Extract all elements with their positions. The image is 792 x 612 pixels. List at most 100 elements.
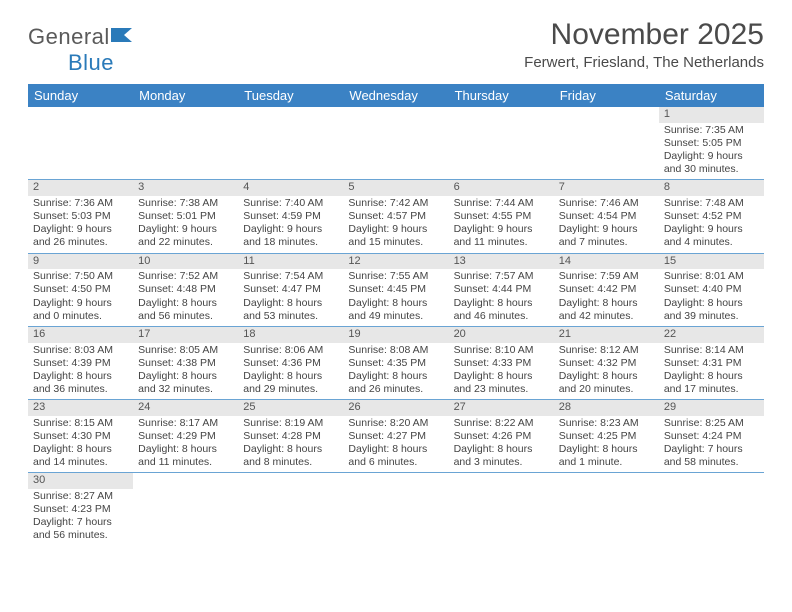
day-detail-cell: Sunrise: 8:03 AMSunset: 4:39 PMDaylight:… [28,343,133,400]
daylight-text: Daylight: 8 hours and 8 minutes. [243,443,338,469]
sunset-text: Sunset: 4:24 PM [664,430,759,443]
day-number-cell: 17 [133,326,238,342]
daylight-text: Daylight: 8 hours and 53 minutes. [243,297,338,323]
sunset-text: Sunset: 4:36 PM [243,357,338,370]
day-detail-cell: Sunrise: 8:05 AMSunset: 4:38 PMDaylight:… [133,343,238,400]
day-number-cell: 1 [659,107,764,123]
flag-icon [110,24,136,50]
day-detail-cell: Sunrise: 8:06 AMSunset: 4:36 PMDaylight:… [238,343,343,400]
daylight-text: Daylight: 9 hours and 0 minutes. [33,297,128,323]
calendar-page: GeneralBlue November 2025 Ferwert, Fries… [0,0,792,546]
day-number-cell: 4 [238,180,343,196]
sunset-text: Sunset: 4:55 PM [454,210,549,223]
daylight-text: Daylight: 8 hours and 39 minutes. [664,297,759,323]
daynum-row: 16171819202122 [28,326,764,342]
day-detail-cell: Sunrise: 7:54 AMSunset: 4:47 PMDaylight:… [238,269,343,326]
daylight-text: Daylight: 8 hours and 46 minutes. [454,297,549,323]
sunrise-text: Sunrise: 8:14 AM [664,344,759,357]
sunset-text: Sunset: 4:50 PM [33,283,128,296]
sunset-text: Sunset: 4:29 PM [138,430,233,443]
day-number-cell: 19 [343,326,448,342]
sunset-text: Sunset: 4:42 PM [559,283,654,296]
sunset-text: Sunset: 4:48 PM [138,283,233,296]
day-detail-cell: Sunrise: 8:12 AMSunset: 4:32 PMDaylight:… [554,343,659,400]
daylight-text: Daylight: 8 hours and 36 minutes. [33,370,128,396]
sunset-text: Sunset: 4:44 PM [454,283,549,296]
day-detail-cell: Sunrise: 8:23 AMSunset: 4:25 PMDaylight:… [554,416,659,473]
day-detail-cell: Sunrise: 7:36 AMSunset: 5:03 PMDaylight:… [28,196,133,253]
sunset-text: Sunset: 4:32 PM [559,357,654,370]
day-detail-cell [659,489,764,546]
day-number-cell: 14 [554,253,659,269]
day-header-sat: Saturday [659,84,764,107]
day-detail-cell [343,489,448,546]
day-number-cell: 20 [449,326,554,342]
sunrise-text: Sunrise: 8:17 AM [138,417,233,430]
sunset-text: Sunset: 4:23 PM [33,503,128,516]
sunset-text: Sunset: 4:28 PM [243,430,338,443]
sunrise-text: Sunrise: 7:59 AM [559,270,654,283]
day-number-cell [238,473,343,489]
sunrise-text: Sunrise: 8:06 AM [243,344,338,357]
day-header-sun: Sunday [28,84,133,107]
sunset-text: Sunset: 4:27 PM [348,430,443,443]
day-detail-cell [133,123,238,180]
day-detail-cell [28,123,133,180]
daylight-text: Daylight: 9 hours and 30 minutes. [664,150,759,176]
day-detail-cell: Sunrise: 7:38 AMSunset: 5:01 PMDaylight:… [133,196,238,253]
day-detail-cell: Sunrise: 7:40 AMSunset: 4:59 PMDaylight:… [238,196,343,253]
sunrise-text: Sunrise: 8:03 AM [33,344,128,357]
day-detail-cell: Sunrise: 7:52 AMSunset: 4:48 PMDaylight:… [133,269,238,326]
day-detail-cell [554,489,659,546]
sunrise-text: Sunrise: 8:05 AM [138,344,233,357]
sunset-text: Sunset: 4:33 PM [454,357,549,370]
daylight-text: Daylight: 9 hours and 15 minutes. [348,223,443,249]
day-number-cell: 24 [133,400,238,416]
sunset-text: Sunset: 4:57 PM [348,210,443,223]
daynum-row: 30 [28,473,764,489]
day-detail-cell [133,489,238,546]
day-number-cell: 5 [343,180,448,196]
sunset-text: Sunset: 4:26 PM [454,430,549,443]
daylight-text: Daylight: 8 hours and 26 minutes. [348,370,443,396]
day-detail-cell [554,123,659,180]
day-detail-cell: Sunrise: 7:35 AMSunset: 5:05 PMDaylight:… [659,123,764,180]
sunset-text: Sunset: 4:54 PM [559,210,654,223]
sunrise-text: Sunrise: 7:52 AM [138,270,233,283]
day-detail-cell: Sunrise: 8:08 AMSunset: 4:35 PMDaylight:… [343,343,448,400]
sunrise-text: Sunrise: 7:44 AM [454,197,549,210]
day-detail-cell: Sunrise: 8:27 AMSunset: 4:23 PMDaylight:… [28,489,133,546]
daynum-row: 23242526272829 [28,400,764,416]
detail-row: Sunrise: 7:35 AMSunset: 5:05 PMDaylight:… [28,123,764,180]
sunrise-text: Sunrise: 8:23 AM [559,417,654,430]
day-number-cell: 25 [238,400,343,416]
sunset-text: Sunset: 4:40 PM [664,283,759,296]
day-number-cell: 12 [343,253,448,269]
day-number-cell: 9 [28,253,133,269]
daylight-text: Daylight: 9 hours and 18 minutes. [243,223,338,249]
daynum-row: 2345678 [28,180,764,196]
day-detail-cell: Sunrise: 7:42 AMSunset: 4:57 PMDaylight:… [343,196,448,253]
sunrise-text: Sunrise: 8:20 AM [348,417,443,430]
day-number-cell: 29 [659,400,764,416]
day-detail-cell: Sunrise: 7:48 AMSunset: 4:52 PMDaylight:… [659,196,764,253]
sunrise-text: Sunrise: 7:54 AM [243,270,338,283]
sunrise-text: Sunrise: 8:22 AM [454,417,549,430]
sunrise-text: Sunrise: 7:38 AM [138,197,233,210]
day-number-cell [238,107,343,123]
day-number-cell: 21 [554,326,659,342]
day-number-cell [133,107,238,123]
day-number-cell: 10 [133,253,238,269]
daylight-text: Daylight: 8 hours and 6 minutes. [348,443,443,469]
sunrise-text: Sunrise: 7:40 AM [243,197,338,210]
sunset-text: Sunset: 4:35 PM [348,357,443,370]
sunset-text: Sunset: 4:39 PM [33,357,128,370]
sunset-text: Sunset: 5:01 PM [138,210,233,223]
sunset-text: Sunset: 4:30 PM [33,430,128,443]
daylight-text: Daylight: 9 hours and 4 minutes. [664,223,759,249]
sunset-text: Sunset: 4:47 PM [243,283,338,296]
day-number-cell: 3 [133,180,238,196]
day-detail-cell: Sunrise: 8:25 AMSunset: 4:24 PMDaylight:… [659,416,764,473]
daylight-text: Daylight: 8 hours and 17 minutes. [664,370,759,396]
logo-part2: Blue [68,50,114,75]
